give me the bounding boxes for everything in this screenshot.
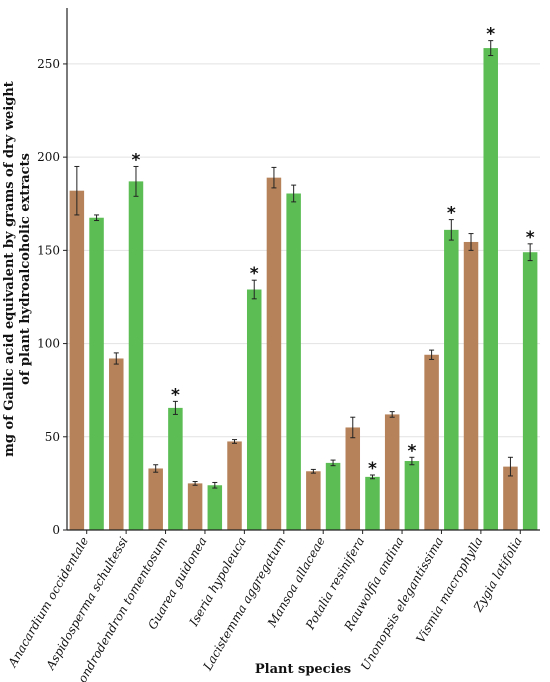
significance-star: * xyxy=(447,204,456,224)
bar-green xyxy=(404,461,420,530)
bar-green xyxy=(286,193,301,530)
bar-green xyxy=(325,462,341,530)
y-tick-label: 250 xyxy=(37,57,60,71)
significance-star: * xyxy=(171,385,180,405)
axes xyxy=(63,8,540,534)
bars xyxy=(69,48,538,531)
bar-brown xyxy=(109,358,124,530)
y-axis-title-line-1: mg of Gallic acid equivalent by grams of… xyxy=(2,81,17,457)
bar-brown xyxy=(463,241,479,531)
significance-star: * xyxy=(486,25,495,45)
bar-brown xyxy=(306,471,321,530)
significance-star: * xyxy=(407,441,416,461)
y-tick-label: 0 xyxy=(52,523,60,537)
bar-brown xyxy=(424,354,439,530)
significance-star: * xyxy=(250,264,259,284)
y-tick-label: 100 xyxy=(37,337,60,351)
bar-green xyxy=(483,48,498,530)
y-tick-label: 200 xyxy=(37,150,60,164)
y-tick-label: 50 xyxy=(45,430,60,444)
significance-star: * xyxy=(526,228,535,248)
bar-brown xyxy=(227,441,242,530)
bar-brown xyxy=(266,177,282,530)
error-bars xyxy=(74,40,533,489)
bar-green xyxy=(128,181,144,530)
bar-brown xyxy=(148,468,163,530)
bar-green xyxy=(89,217,104,530)
bar-green xyxy=(207,485,223,530)
y-tick-label: 150 xyxy=(37,243,60,257)
significance-star: * xyxy=(368,459,377,479)
bar-green xyxy=(168,407,183,530)
significance-star: * xyxy=(132,150,141,170)
bar-brown xyxy=(187,483,203,530)
bar-green xyxy=(444,229,459,530)
bar-brown xyxy=(503,466,518,530)
bar-brown xyxy=(384,414,400,530)
y-axis-title-line-2: of plant hydroalcoholic extracts xyxy=(18,153,33,385)
x-axis-title: Plant species xyxy=(255,662,351,677)
significance-markers: * * * * * * * * xyxy=(132,25,535,479)
bar-brown xyxy=(69,190,85,530)
gridlines xyxy=(67,63,540,438)
bar-green xyxy=(246,289,262,530)
bar-green xyxy=(522,252,538,530)
y-tick-labels: 0 50 100 150 200 250 xyxy=(37,57,60,537)
bar-green xyxy=(365,476,380,530)
bar-brown xyxy=(345,427,361,530)
